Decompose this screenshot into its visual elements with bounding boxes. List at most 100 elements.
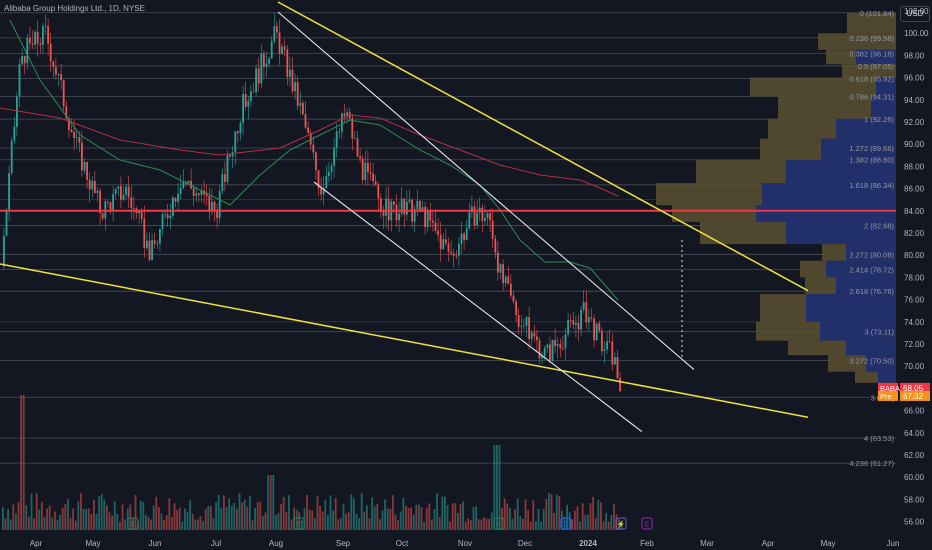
volume-bar xyxy=(542,509,545,530)
candle-body xyxy=(504,276,507,284)
price-tick-label: 98.00 xyxy=(904,51,925,60)
fib-level-label: 1 (92.26) xyxy=(864,115,895,124)
volume-bar xyxy=(124,519,126,530)
price-tick-label: 78.00 xyxy=(904,273,925,282)
volume-bar xyxy=(394,514,397,530)
candle-body xyxy=(153,240,156,244)
candle-body xyxy=(442,239,445,250)
channel-lower-line xyxy=(313,181,643,433)
candle-body xyxy=(606,341,608,350)
price-tick-label: 70.00 xyxy=(904,362,925,371)
volume-bar xyxy=(410,507,412,530)
volume-bar xyxy=(501,508,503,530)
volume-bar xyxy=(340,517,342,530)
volume-bar xyxy=(225,507,228,530)
candle-body xyxy=(439,234,442,250)
volume-bar xyxy=(457,513,459,530)
candle-body xyxy=(497,252,499,273)
price-tag-value: 68.05 xyxy=(903,384,924,393)
volume-bar xyxy=(15,513,17,530)
volume-bar xyxy=(61,507,64,530)
volume-bar xyxy=(210,506,212,530)
candle-body xyxy=(143,218,146,248)
price-tag-value-bg xyxy=(900,382,930,393)
volume-bar xyxy=(145,515,147,530)
candle-body xyxy=(582,302,585,310)
event-marker-box xyxy=(641,517,653,530)
candle-body xyxy=(361,158,364,180)
candle-body xyxy=(34,31,36,45)
candle-body xyxy=(499,264,502,273)
volume-bar xyxy=(503,498,506,530)
volume-bar xyxy=(132,518,134,530)
volume-bar xyxy=(220,508,223,530)
candle-body xyxy=(616,357,619,379)
volume-bar xyxy=(67,499,69,530)
price-tick-label: 100.00 xyxy=(904,29,929,38)
volume-bar xyxy=(80,493,82,530)
candle-body xyxy=(564,334,567,349)
volume-bar xyxy=(332,510,334,530)
candle-body xyxy=(538,340,541,359)
candle-body xyxy=(78,137,81,143)
candle-body xyxy=(343,113,346,116)
volume-bar xyxy=(480,519,483,530)
candle-body xyxy=(73,131,75,139)
candle-body xyxy=(161,214,164,229)
event-marker-label: ⚡ xyxy=(617,520,626,529)
volume-bar xyxy=(584,514,587,530)
time-axis[interactable]: Apr May Jun Jul Aug Sep Oct Nov Dec 2024 Feb Mar Apr… xyxy=(0,533,932,550)
volume-bar xyxy=(462,501,464,530)
profile-band-value-area xyxy=(821,138,896,160)
volume-bar xyxy=(321,511,324,530)
currency-button[interactable]: USD xyxy=(900,6,930,22)
candle-body xyxy=(517,315,520,327)
volume-bar xyxy=(152,505,155,530)
price-axis[interactable]: 102.00 100.00 98.00 96.00 94.00 92.00 90.00 88.… xyxy=(896,0,932,550)
volume-bar xyxy=(191,513,194,530)
volume-bar xyxy=(386,508,389,530)
candle-body xyxy=(603,349,606,352)
candle-body xyxy=(278,32,281,54)
price-tag-symbol-bg xyxy=(878,390,898,401)
volume-bar xyxy=(311,510,314,530)
volume-bar xyxy=(537,508,540,530)
volume-bar xyxy=(160,513,163,530)
volume-bar xyxy=(566,504,568,530)
volume-bar xyxy=(113,501,116,530)
volume-bar xyxy=(470,520,472,530)
volume-bar xyxy=(563,516,566,530)
candle-body xyxy=(322,188,325,195)
candle-body xyxy=(304,113,307,128)
volume-bar xyxy=(38,509,41,530)
candle-body xyxy=(114,189,117,195)
volume-bar xyxy=(316,496,319,530)
candle-body xyxy=(465,228,468,241)
volume-bar xyxy=(217,494,220,530)
candle-body xyxy=(151,240,153,260)
volume-bar xyxy=(550,494,553,530)
candle-body xyxy=(455,255,458,257)
volume-bar xyxy=(264,512,267,530)
volume-bar xyxy=(100,494,103,530)
profile-band xyxy=(778,96,896,119)
volume-bar xyxy=(95,513,98,530)
candle-body xyxy=(122,194,125,200)
volume-bar xyxy=(256,502,259,530)
volume-bar xyxy=(69,517,72,530)
candle-body xyxy=(356,138,359,157)
candle-body xyxy=(13,126,16,141)
candle-body xyxy=(294,82,296,92)
volume-bar xyxy=(561,510,563,530)
time-tick-label: Jun xyxy=(887,539,900,548)
volume-bar xyxy=(363,511,366,530)
candle-body xyxy=(99,190,101,213)
candle-body xyxy=(403,198,406,215)
time-tick-label: 2024 xyxy=(579,539,597,548)
volume-bar xyxy=(163,520,165,530)
volume-bar xyxy=(342,504,345,530)
volume-bar xyxy=(251,520,254,530)
volume-bar xyxy=(506,503,509,530)
profile-band-value-area xyxy=(762,183,896,206)
